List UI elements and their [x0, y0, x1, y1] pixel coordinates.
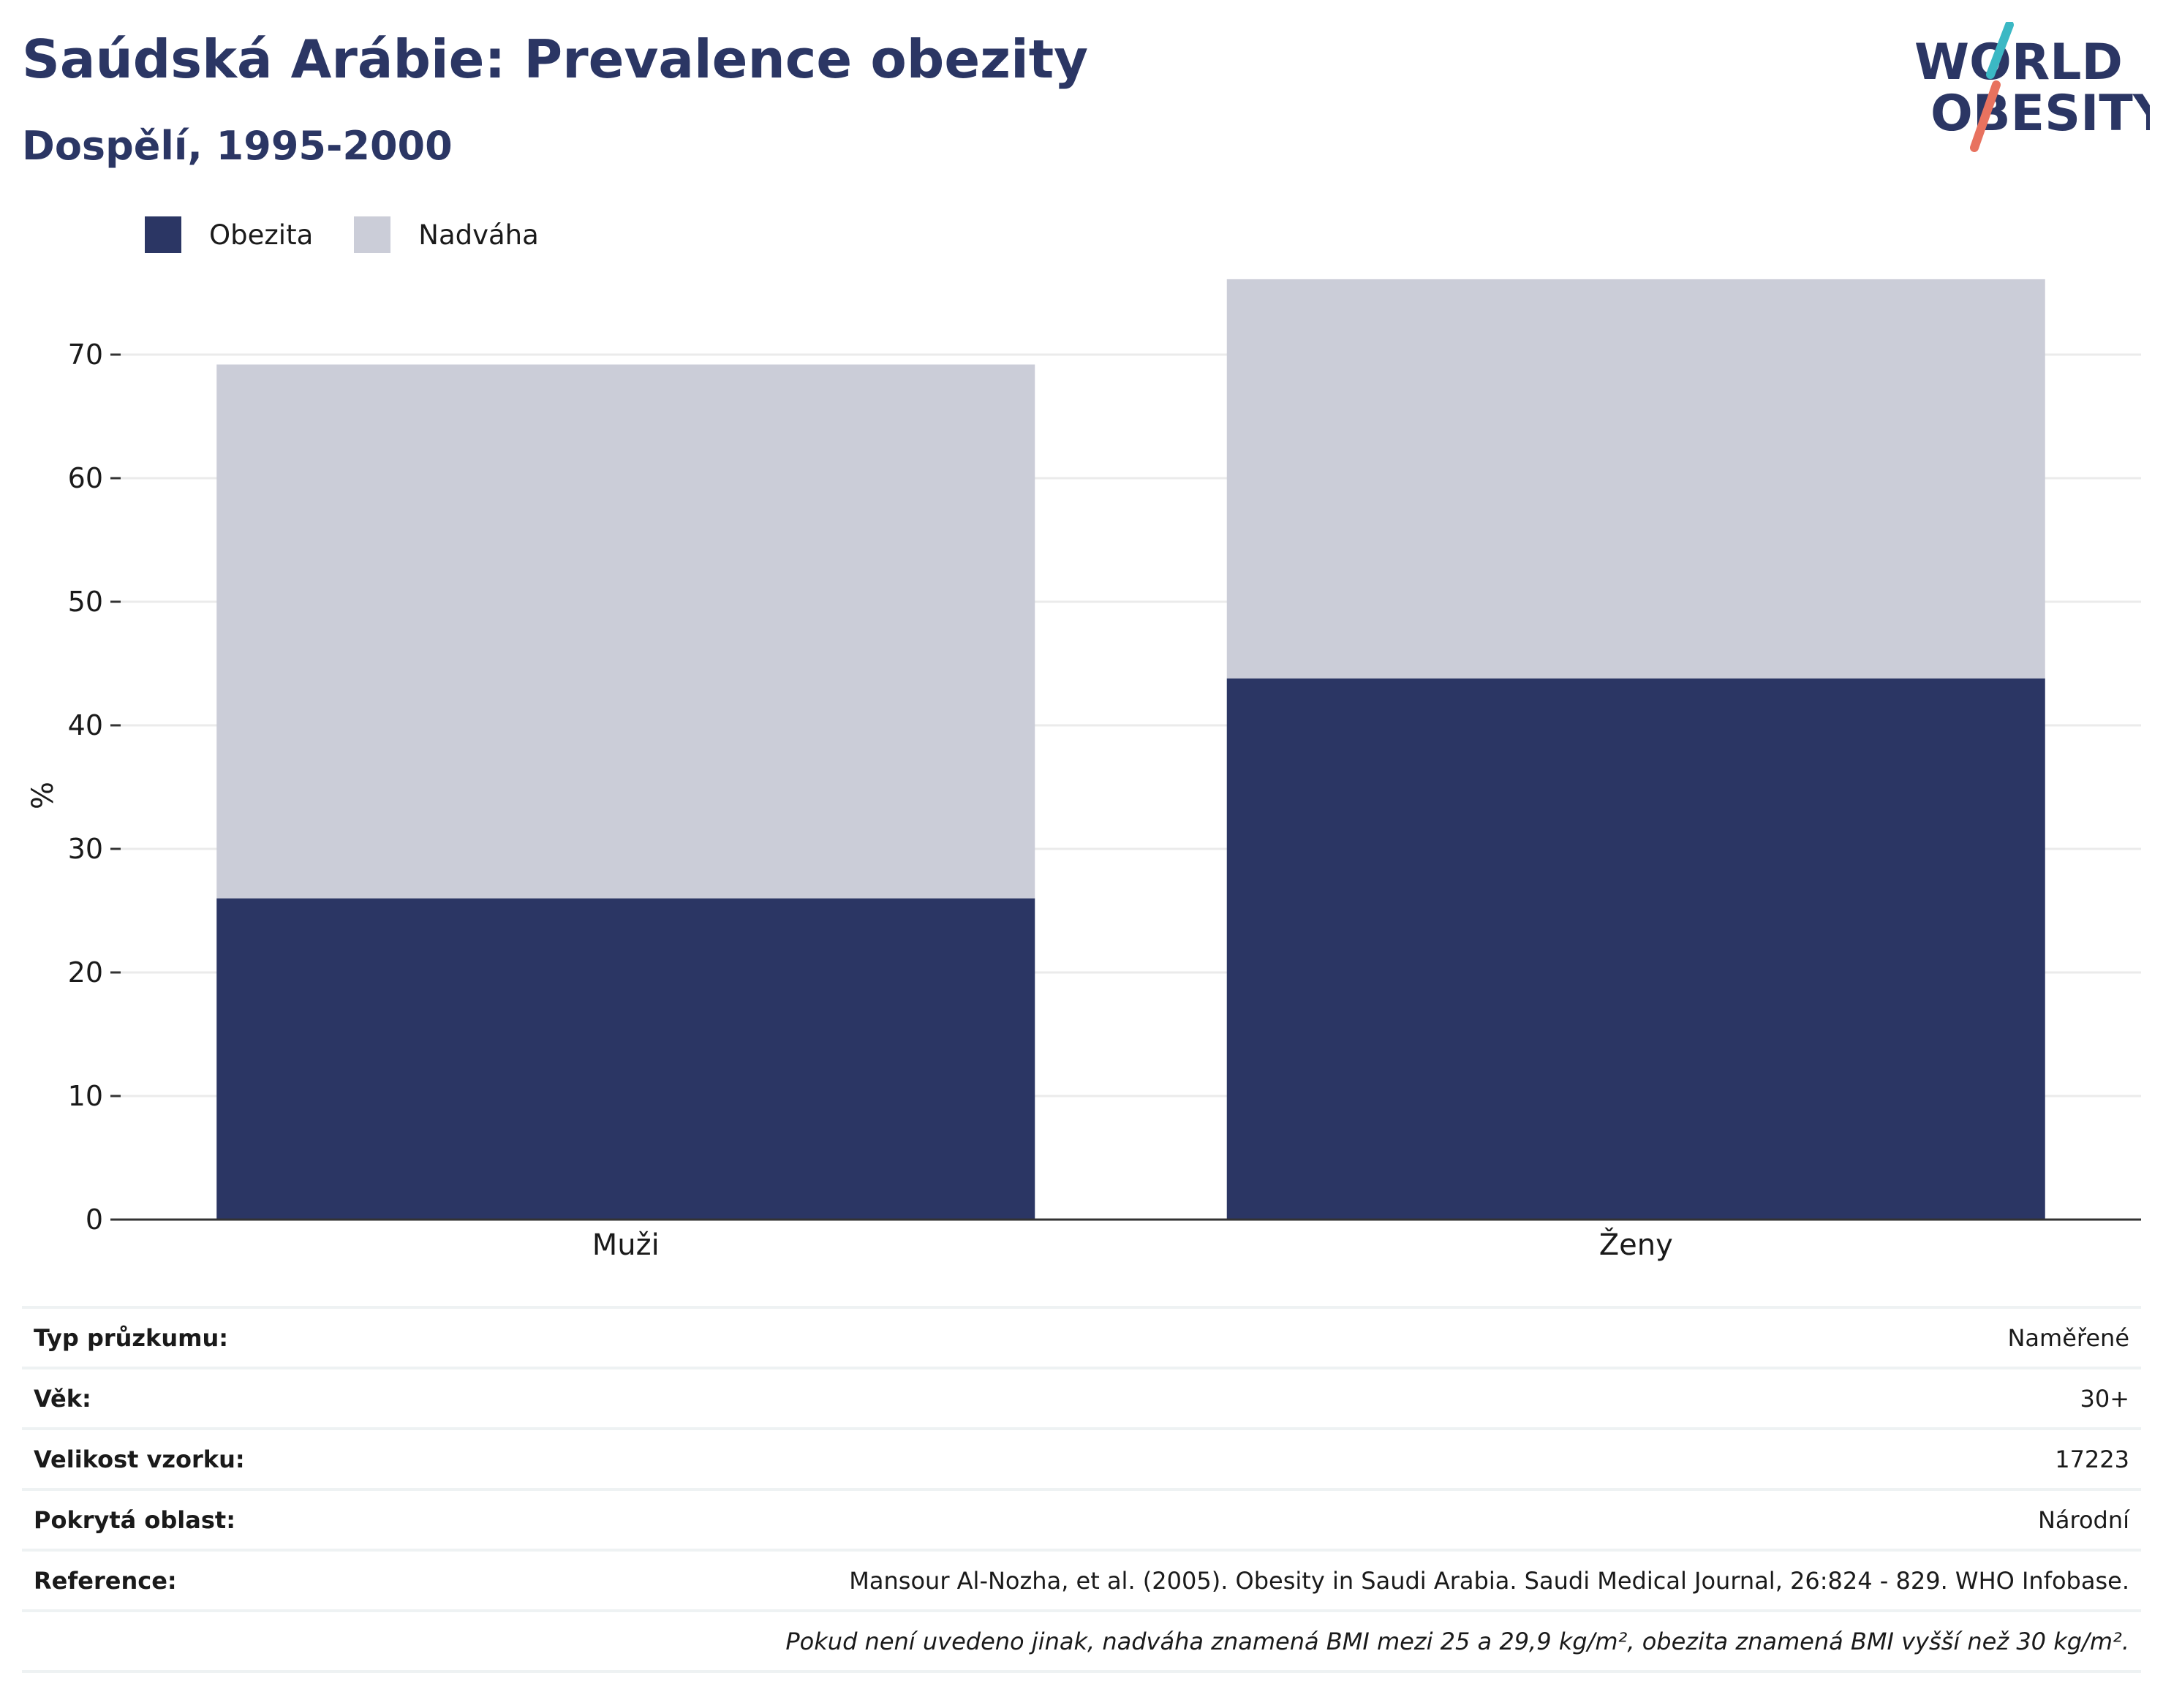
footnote: Pokud není uvedeno jinak, nadváha znamen… [332, 1609, 2141, 1673]
info-key-sample-size: Velikost vzorku: [22, 1427, 333, 1489]
legend-item-overweight[interactable]: Nadváha [354, 216, 539, 253]
y-axis-title: % [26, 782, 60, 809]
bar-chart: 0 10 20 30 40 50 60 70% Muži Ženy [26, 279, 2141, 1262]
table-row: Pokud není uvedeno jinak, nadváha znamen… [22, 1609, 2141, 1673]
logo-text-world: WORLD [1914, 34, 2123, 91]
chart-title: Saúdská Arábie: Prevalence obezity [22, 29, 1089, 90]
y-tick-label: 10 [68, 1080, 103, 1112]
world-obesity-logo: WORLD OBESITY [1914, 22, 2150, 152]
logo-text-obesity: OBESITY [1930, 85, 2150, 143]
info-value-sample-size: 17223 [332, 1427, 2141, 1489]
y-tick-label: 70 [68, 339, 103, 371]
y-tick-label: 20 [68, 956, 103, 989]
info-value-survey-type: Naměřené [332, 1306, 2141, 1368]
logo-slash-coral-icon [1970, 80, 2001, 152]
y-tick-label: 60 [68, 462, 103, 494]
chart-legend: Obezita Nadváha [145, 216, 580, 253]
y-tick-label: 50 [68, 586, 103, 618]
info-value-area: Národní [332, 1488, 2141, 1550]
legend-item-obesity[interactable]: Obezita [145, 216, 313, 253]
table-row: Typ průzkumu: Naměřené [22, 1306, 2141, 1368]
bar-overweight-1[interactable] [1226, 279, 2045, 679]
legend-swatch-overweight [354, 216, 391, 253]
legend-swatch-obesity [145, 216, 181, 253]
logo-slash-teal-icon [1986, 22, 2014, 79]
bar-obesity-1[interactable] [1226, 678, 2045, 1220]
chart-subtitle: Dospělí, 1995-2000 [22, 123, 453, 169]
info-key-area: Pokrytá oblast: [22, 1488, 333, 1550]
bar-overweight-0[interactable] [216, 364, 1035, 899]
legend-label-overweight: Nadváha [418, 219, 539, 251]
y-tick-label: 30 [68, 833, 103, 865]
bar-obesity-0[interactable] [216, 898, 1035, 1220]
y-tick-label: 40 [68, 709, 103, 741]
x-category-label: Muži [592, 1228, 660, 1262]
info-key-survey-type: Typ průzkumu: [22, 1306, 333, 1368]
y-tick-label: 0 [86, 1203, 103, 1236]
info-key-reference: Reference: [22, 1549, 333, 1611]
x-category-label: Ženy [1599, 1227, 1673, 1262]
info-key-age: Věk: [22, 1367, 333, 1429]
table-row: Pokrytá oblast: Národní [22, 1488, 2141, 1550]
table-row: Reference: Mansour Al-Nozha, et al. (200… [22, 1549, 2141, 1611]
table-row: Věk: 30+ [22, 1367, 2141, 1429]
info-value-reference: Mansour Al-Nozha, et al. (2005). Obesity… [332, 1549, 2141, 1611]
table-row: Velikost vzorku: 17223 [22, 1427, 2141, 1489]
footnote-spacer [22, 1609, 333, 1673]
info-value-age: 30+ [332, 1367, 2141, 1429]
legend-label-obesity: Obezita [209, 219, 314, 251]
survey-info-table: Typ průzkumu: Naměřené Věk: 30+ Velikost… [22, 1306, 2141, 1673]
